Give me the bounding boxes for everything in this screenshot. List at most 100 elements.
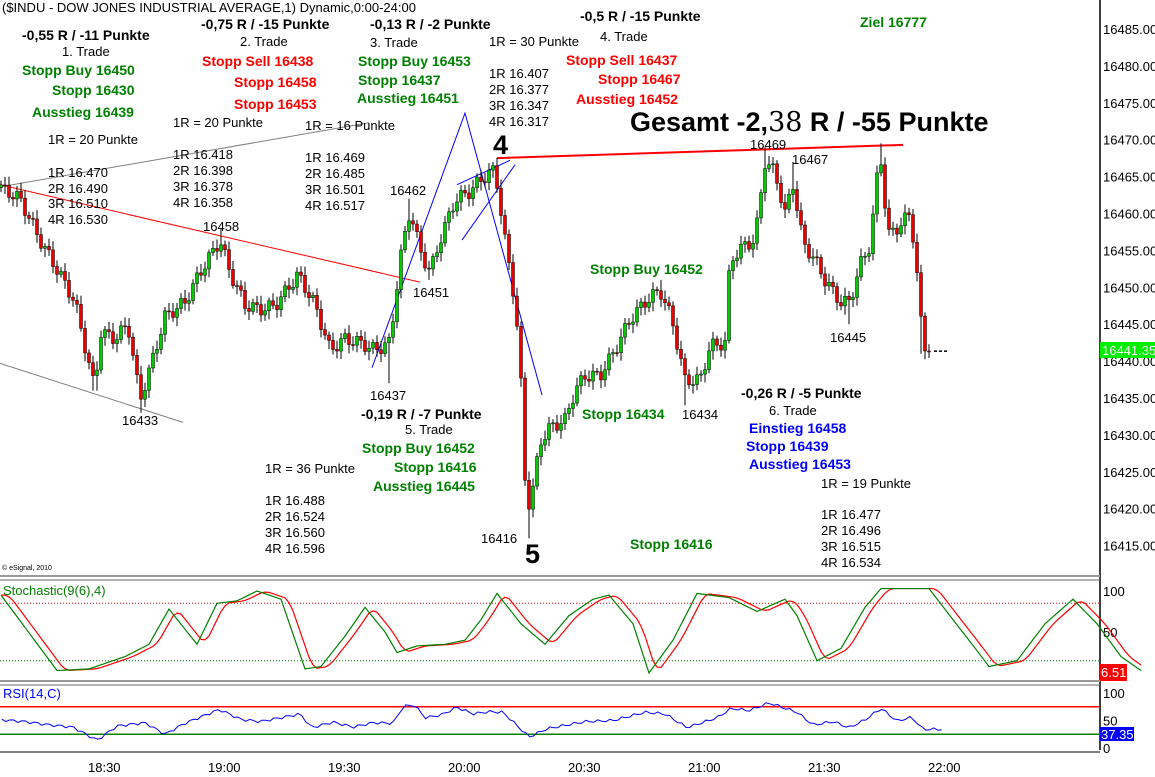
candle-body [667,302,671,307]
candle-body [31,218,35,220]
candle-body [63,271,67,281]
trade-3-result: -0,13 R / -2 Punkte [370,16,491,32]
candle-body [15,191,19,200]
candle-body [755,217,759,244]
candle-body [655,289,659,291]
candle-body [611,352,615,355]
candle-body [819,257,823,275]
price-labels: 16458 16433 16462 16451 16437 16469 1646… [122,137,866,546]
candle-body [243,290,247,309]
candle-body [435,252,439,257]
candle-body [475,176,479,188]
stochastic-last-box [1100,664,1127,681]
trendline [0,184,421,283]
price-tick-label: 16475.00 [1103,96,1155,111]
candle-body [407,220,411,232]
candle-body [171,311,175,318]
trade-1-r: 1R = 20 Punkte [48,132,138,147]
candle-body [671,305,675,327]
candle-body [275,305,279,310]
time-tick-label: 19:00 [208,760,241,775]
candle-body [271,300,275,306]
trade-4-stop: Stopp 16467 [598,71,681,87]
trade-6-entry: Einstieg 16458 [749,420,846,436]
trade-4-name: 4. Trade [600,29,648,44]
candle-body [179,298,183,309]
candle-body [911,214,915,243]
trade-5-name: 5. Trade [405,422,453,437]
time-tick-label: 20:30 [568,760,601,775]
candle-body [151,352,155,369]
price-label: 16467 [792,152,828,167]
candle-body [731,260,735,271]
price-tick-label: 16425.00 [1103,465,1155,480]
trade-1-annotation: -0,55 R / -11 Punkte 1. Trade Stopp Buy … [22,27,150,227]
candle-body [739,243,743,259]
candle-body [799,210,803,226]
candle-body [215,248,219,252]
candle-body [907,212,911,215]
candle-body [0,184,3,188]
candle-body [531,485,535,510]
candle-body [239,285,243,291]
trade-4-target: 3R 16.347 [489,98,549,113]
candle-body [487,169,491,183]
time-tick-label: 21:30 [808,760,841,775]
price-label: 16462 [390,183,426,198]
candle-body [759,192,763,219]
trade-3-stop: Stopp 16437 [358,72,441,88]
candle-body [891,227,895,230]
candle-body [567,408,571,414]
candle-body [327,334,331,341]
trade-1-stop: Stopp 16430 [52,82,135,98]
candle-body [211,248,215,253]
candle-body [747,241,751,250]
candle-body [659,290,663,300]
candle-body [843,295,847,307]
time-tick-label: 18:30 [88,760,121,775]
candle-body [391,321,395,338]
candle-body [459,190,463,203]
candle-body [679,349,683,359]
candle-body [263,310,267,316]
time-tick-label: 21:00 [688,760,721,775]
candle-body [107,329,111,332]
candle-body [879,164,883,174]
candle-body [619,336,623,353]
price-label: 16451 [413,285,449,300]
price-tick-label: 16465.00 [1103,170,1155,185]
candle-body [59,271,63,275]
candle-body [343,333,347,339]
candle-body [587,378,591,382]
trade-2-r: 1R = 20 Punkte [173,115,263,130]
trade-4-result: -0,5 R / -15 Punkte [580,8,701,24]
candle-body [779,183,783,203]
candle-body [855,276,859,298]
candle-body [783,202,787,210]
candle-body [591,370,595,382]
candle-body [19,191,23,199]
candle-body [307,292,311,298]
price-label: 16458 [203,219,239,234]
candle-body [383,342,387,354]
candle-body [411,220,415,225]
candle-body [927,350,931,353]
trade-2-exit: Stopp 16453 [234,96,317,112]
trade-6-target: 1R 16.477 [821,507,881,522]
trade-6-target: 3R 16.515 [821,539,881,554]
candle-body [71,296,75,301]
trendline [0,122,370,188]
candle-body [39,234,43,249]
rsi-last-label: 37.35 [1101,727,1134,742]
trade-5-r: 1R = 36 Punkte [265,461,355,476]
candle-body [47,246,51,251]
target-label: Ziel 16777 [860,14,927,30]
trade-5-target: 4R 16.596 [265,541,325,556]
candle-body [735,257,739,262]
candle-body [371,342,375,349]
trade-2-annotation: -0,75 R / -15 Punkte 2. Trade Stopp Sell… [173,16,330,210]
trade-2-target: 1R 16.418 [173,147,233,162]
stochastic-k-line [0,587,1142,675]
